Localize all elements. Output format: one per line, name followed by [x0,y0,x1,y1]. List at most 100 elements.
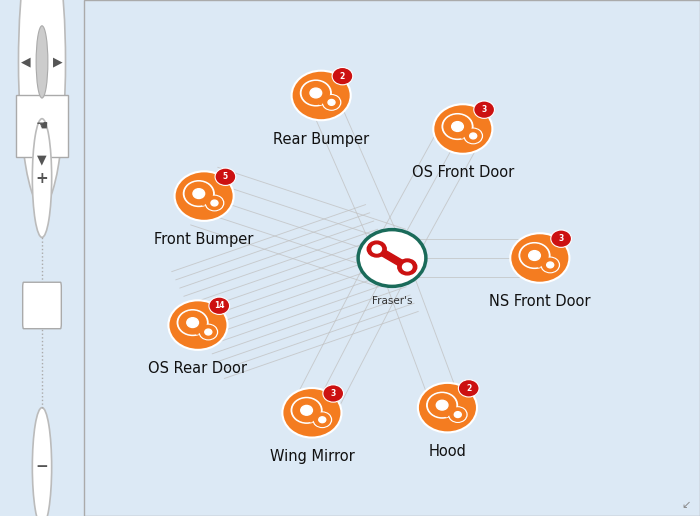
Wedge shape [450,412,459,418]
Wedge shape [201,330,209,336]
Circle shape [449,407,467,422]
Wedge shape [211,337,216,342]
Circle shape [300,80,331,106]
Circle shape [293,399,320,422]
Wedge shape [312,76,319,81]
Wedge shape [324,100,332,106]
Wedge shape [466,412,470,416]
Wedge shape [456,402,462,408]
Wedge shape [324,79,332,86]
Text: Wing Mirror: Wing Mirror [270,449,354,464]
Circle shape [318,417,326,423]
Wedge shape [542,263,551,269]
Wedge shape [422,402,428,408]
Text: 2: 2 [340,72,345,80]
Wedge shape [300,79,307,86]
Wedge shape [312,105,319,109]
Wedge shape [519,263,526,269]
Wedge shape [454,110,461,115]
Wedge shape [450,420,455,424]
Wedge shape [461,134,465,138]
Wedge shape [559,263,562,267]
Wedge shape [476,126,481,131]
Circle shape [32,408,52,516]
Wedge shape [211,322,216,327]
Wedge shape [183,180,190,187]
Circle shape [464,128,482,143]
Wedge shape [450,392,459,398]
Wedge shape [303,394,310,398]
Wedge shape [173,320,178,326]
Wedge shape [442,134,449,140]
Wedge shape [200,337,206,342]
Wedge shape [538,263,542,267]
Circle shape [215,168,236,185]
Circle shape [314,413,330,426]
Wedge shape [330,417,335,422]
Text: 3: 3 [482,105,486,114]
Circle shape [292,71,351,120]
Text: ↙: ↙ [681,500,691,510]
Wedge shape [200,322,206,327]
Circle shape [542,259,558,271]
Wedge shape [207,201,215,207]
Wedge shape [296,90,302,96]
Circle shape [332,68,353,85]
Wedge shape [439,389,445,393]
Circle shape [193,189,204,199]
Circle shape [199,324,218,340]
Wedge shape [542,270,547,275]
Wedge shape [466,134,474,140]
Wedge shape [553,270,558,275]
Wedge shape [446,412,449,416]
Wedge shape [466,141,470,146]
Wedge shape [323,108,329,112]
Circle shape [310,88,322,98]
Circle shape [541,257,559,272]
Circle shape [474,101,494,118]
Text: ☚: ☚ [36,119,48,134]
Wedge shape [531,267,538,272]
Text: Hood: Hood [428,444,466,459]
Wedge shape [426,412,434,418]
Wedge shape [466,113,474,120]
Circle shape [402,263,412,271]
Wedge shape [442,113,449,120]
Circle shape [454,412,461,417]
Circle shape [313,412,332,427]
Circle shape [428,394,456,416]
Wedge shape [189,334,196,339]
Text: ▶: ▶ [53,55,63,69]
Text: Front Bumper: Front Bumper [155,232,254,247]
Wedge shape [314,410,320,414]
Wedge shape [202,201,206,205]
Circle shape [452,122,463,132]
Circle shape [209,297,230,314]
Circle shape [436,400,448,410]
Circle shape [322,94,341,110]
Circle shape [179,311,206,334]
Text: 14: 14 [214,301,225,310]
Text: ▼: ▼ [37,153,47,167]
Wedge shape [217,194,223,198]
Circle shape [519,243,550,268]
Circle shape [368,241,386,257]
Wedge shape [330,90,335,96]
Wedge shape [519,242,526,249]
Wedge shape [553,255,558,260]
Wedge shape [542,242,551,249]
Text: OS Front Door: OS Front Door [412,165,514,180]
Circle shape [510,233,569,283]
Circle shape [169,300,228,350]
Wedge shape [176,309,184,316]
Wedge shape [531,239,538,244]
Circle shape [186,182,212,205]
Wedge shape [206,320,212,326]
Wedge shape [217,208,223,213]
Wedge shape [321,408,326,413]
Circle shape [183,181,214,206]
Circle shape [205,329,212,335]
Wedge shape [195,205,202,210]
Wedge shape [466,126,470,131]
Circle shape [36,26,48,98]
